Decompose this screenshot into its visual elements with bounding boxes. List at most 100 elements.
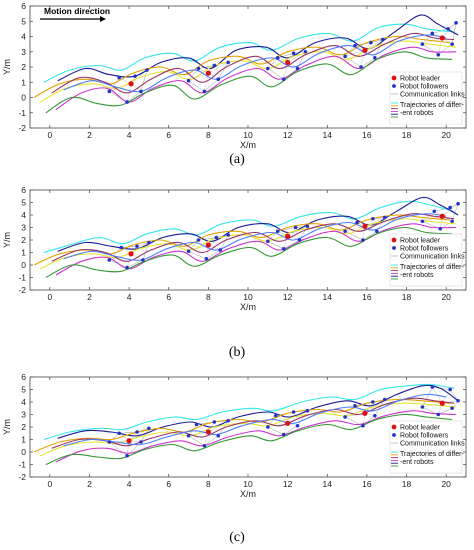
robot-leader-point [128,251,134,257]
trajectory-line-6 [63,393,447,447]
legend-leader-marker [391,75,397,81]
x-tick-label: 4 [127,292,132,302]
trajectory-line-8 [45,51,453,114]
trajectory-line-7 [55,410,457,463]
robot-follower-point [295,66,300,71]
communication-link [287,226,308,237]
robot-follower-point [361,238,365,242]
trajectory-line-1 [43,200,455,254]
robot-follower-point [226,233,230,237]
y-tick-label: 6 [21,1,26,11]
robot-leader-point [126,438,132,444]
x-tick-label: 18 [402,292,412,302]
y-tick-label: 5 [21,16,26,26]
robot-follower-point [450,219,454,224]
legend-trajectory-label-1: Trajectories of differ- [400,102,464,109]
robot-follower-point [133,74,137,78]
x-axis-label: X/m [240,302,256,312]
robot-follower-point [266,425,270,429]
x-tick-label: 20 [441,130,451,140]
robot-follower-point [436,412,441,417]
robot-follower-point [196,238,201,242]
legend-trajectory-label-2: -ent robots [400,272,434,279]
y-tick-label: -2 [18,472,26,482]
legend-follower-marker [392,84,396,88]
y-tick-label: 1 [21,77,26,87]
robot-follower-point [343,229,347,234]
trajectory-line-5 [51,32,455,94]
legend-follower-marker [392,246,396,250]
robot-follower-point [371,400,375,404]
robot-follower-point [186,433,191,438]
trajectory-line-5 [51,213,455,262]
robot-follower-point [430,385,435,389]
robot-follower-point [359,65,363,69]
x-tick-label: 2 [87,292,92,302]
robot-leader-point [285,233,291,239]
legend-trajectory-label-1: Trajectories of differ- [400,264,464,271]
x-tick-label: 20 [441,292,451,302]
x-tick-label: 6 [166,479,171,489]
trajectory-line-2 [57,384,459,439]
robot-follower-point [147,426,151,431]
robot-follower-point [125,453,129,458]
y-tick-label: 3 [21,410,26,420]
y-tick-label: 3 [21,47,26,57]
robot-follower-point [119,245,123,250]
panel-label: (a) [229,152,245,167]
robot-follower-point [375,229,379,234]
x-tick-label: 8 [206,292,211,302]
legend-box [389,233,463,287]
y-tick-label: 2 [21,235,26,245]
legend-follower-label: Robot followers [400,84,449,91]
robot-follower-point [214,235,219,240]
trajectory-line-6 [63,213,447,261]
robot-follower-point [275,229,280,234]
robot-follower-point [194,422,199,427]
robot-leader-point [439,400,445,406]
robot-follower-point [196,66,201,71]
robot-leader-point [205,429,211,435]
robot-follower-point [420,219,425,224]
y-tick-label: 5 [21,198,26,208]
robot-follower-point [343,415,347,419]
legend-box [389,71,463,125]
legend-leader-label: Robot leader [400,76,441,83]
robot-follower-point [226,60,230,65]
y-tick-label: -1 [18,108,26,118]
x-tick-label: 14 [323,292,333,302]
x-tick-label: 0 [47,130,52,140]
robot-follower-point [186,78,191,83]
x-tick-label: 12 [283,130,293,140]
robot-follower-point [305,224,310,229]
robot-follower-point [202,89,207,94]
robot-follower-point [456,201,460,206]
trajectory-line-4 [39,218,457,270]
robot-follower-point [450,42,454,46]
legend-link-label: Communication links [400,254,465,261]
x-tick-label: 2 [87,130,92,140]
robot-leader-point [439,35,445,41]
robot-leader-point [362,223,368,229]
trajectory-line-5 [51,397,455,449]
robot-follower-point [117,75,121,80]
x-tick-label: 20 [441,479,451,489]
y-tick-label: 0 [21,260,26,270]
robot-follower-point [218,248,223,252]
y-tick-label: 0 [21,93,26,103]
x-tick-label: 18 [402,130,412,140]
y-tick-label: 4 [21,397,26,407]
robot-leader-point [439,213,445,219]
panel-label: (b) [229,345,246,360]
x-tick-label: 8 [206,479,211,489]
x-axis-label: X/m [240,489,256,499]
robot-leader-point [285,59,291,66]
y-axis-label: Y/m [2,59,12,75]
robot-follower-point [266,239,270,244]
y-tick-label: 4 [21,210,26,220]
legend-follower-marker [392,433,396,437]
robot-follower-point [186,249,191,254]
